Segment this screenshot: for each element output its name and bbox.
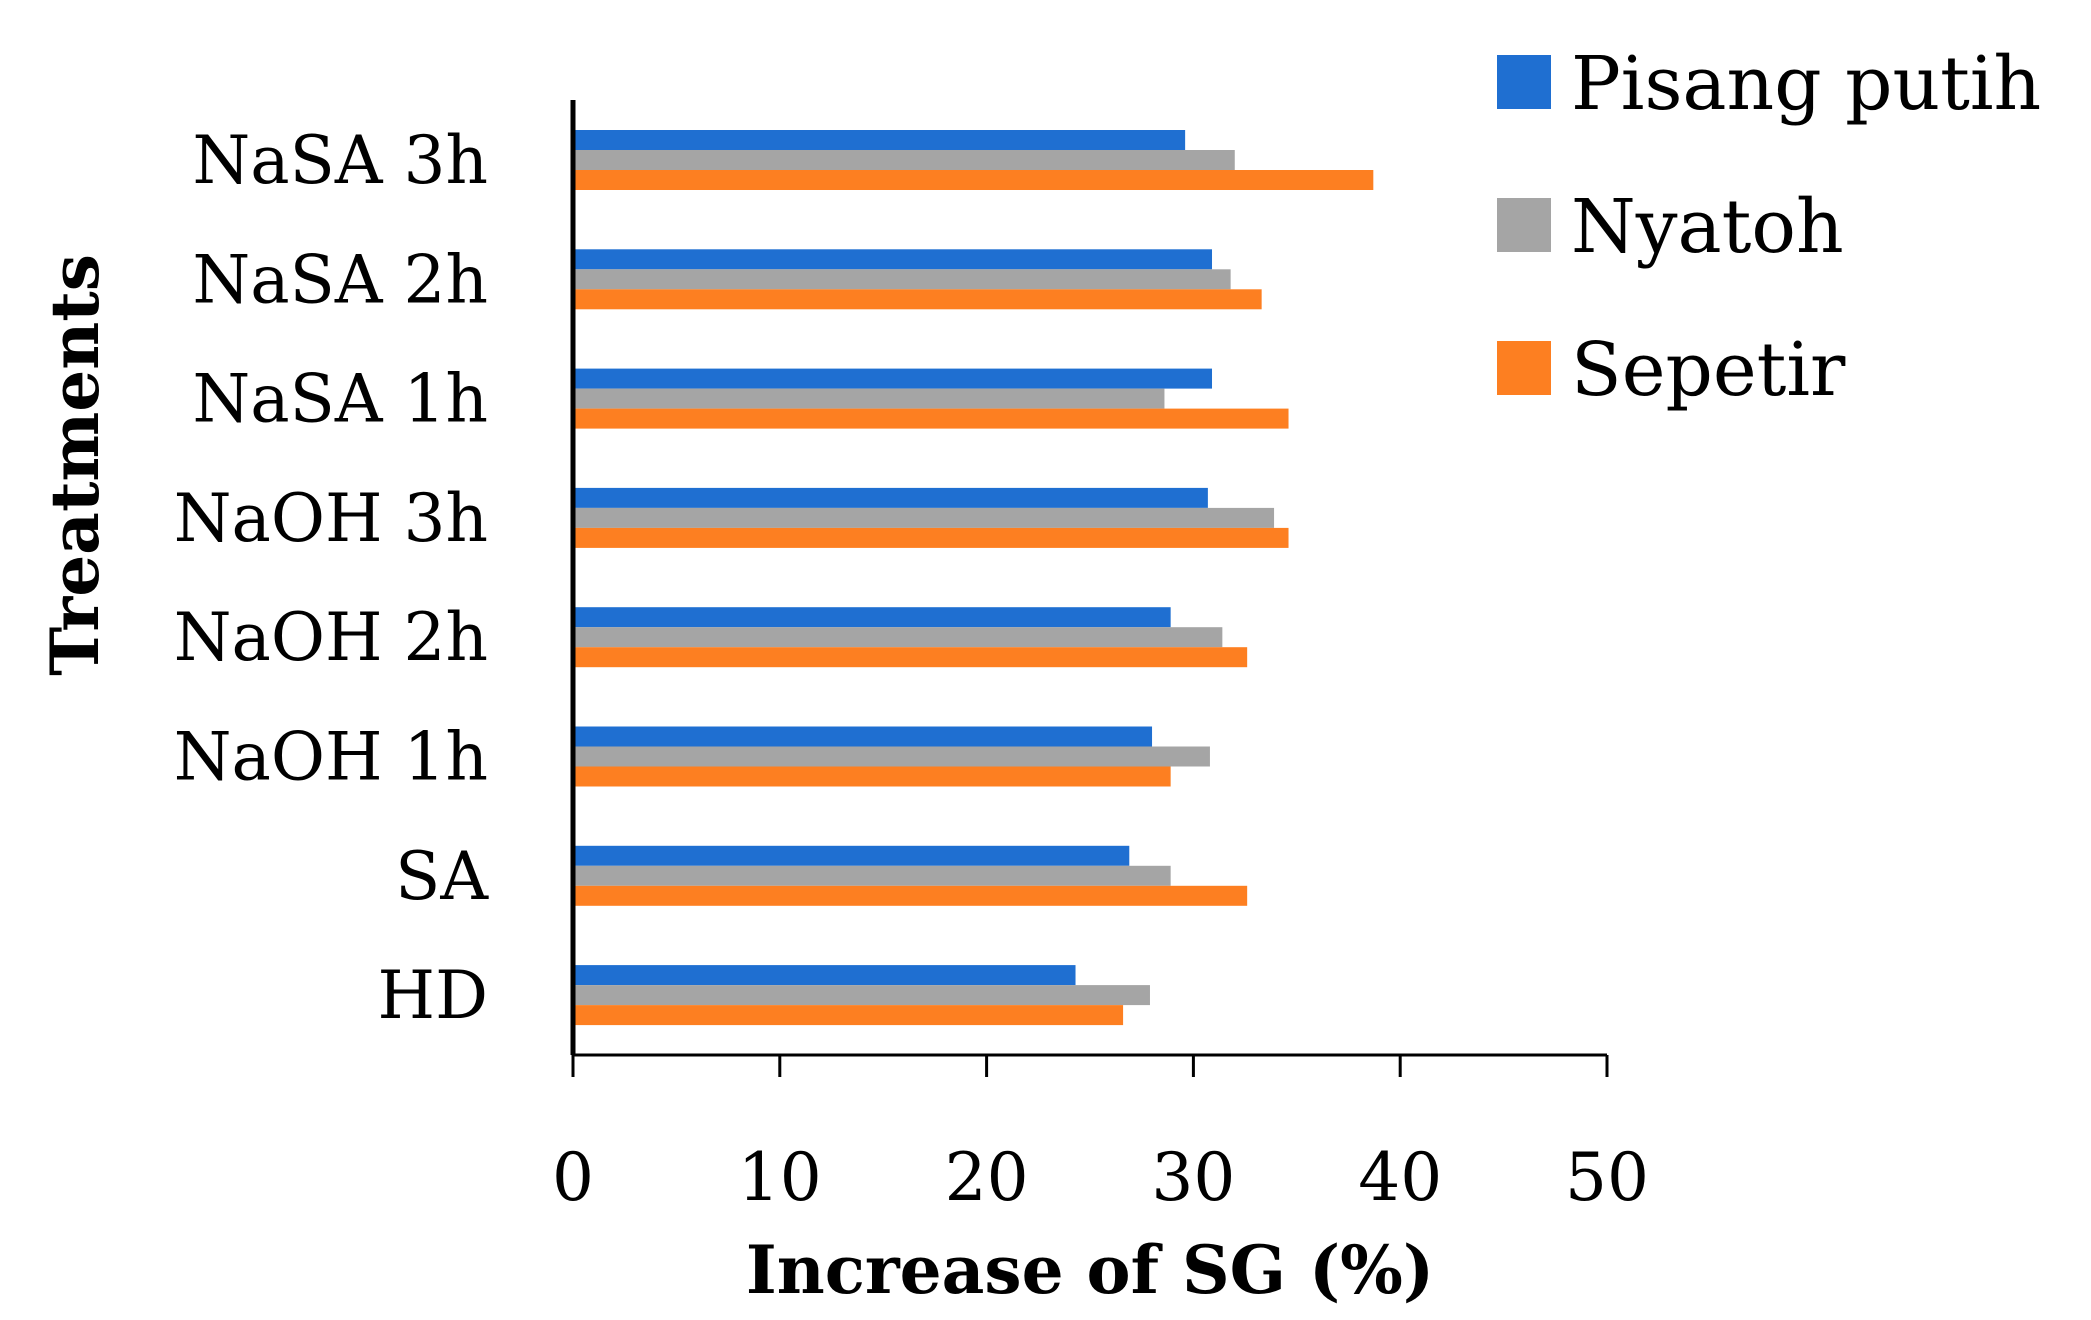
bar-pisang-putih-sa — [573, 845, 1130, 866]
y-tick-label: NaOH 1h — [174, 719, 488, 796]
bar-sepetir-sa — [573, 885, 1248, 906]
legend-swatch — [1497, 55, 1551, 109]
bar-sepetir-nasa-1h — [573, 408, 1289, 429]
bar-pisang-putih-naoh-1h — [573, 726, 1153, 747]
y-tick-label: NaOH 2h — [174, 599, 488, 676]
axes-layer — [570, 100, 1607, 1057]
bar-nyatoh-naoh-2h — [573, 627, 1223, 648]
y-tick-label: NaSA 3h — [193, 122, 488, 199]
legend-label: Pisang putih — [1571, 41, 2041, 127]
x-ticks: 0 10 20 30 40 50 — [552, 1055, 1649, 1216]
bar-sepetir-hd — [573, 1005, 1124, 1026]
y-tick-label: SA — [395, 838, 489, 915]
x-tick-label: 0 — [552, 1139, 594, 1216]
bar-pisang-putih-nasa-3h — [573, 130, 1186, 150]
legend: Pisang putih Nyatoh Sepetir — [1497, 41, 2041, 413]
y-tick-label: NaSA 2h — [193, 241, 488, 318]
bar-nyatoh-nasa-3h — [573, 150, 1235, 170]
bar-sepetir-nasa-3h — [573, 170, 1374, 190]
y-tick-label: NaSA 1h — [193, 361, 488, 438]
bar-sepetir-naoh-2h — [573, 647, 1248, 668]
bar-nyatoh-nasa-1h — [573, 388, 1165, 409]
bar-sepetir-naoh-1h — [573, 766, 1171, 787]
bar-nyatoh-hd — [573, 985, 1150, 1006]
bars-layer — [573, 130, 1374, 1026]
bar-pisang-putih-nasa-1h — [573, 368, 1213, 389]
bar-pisang-putih-naoh-2h — [573, 607, 1171, 628]
legend-label: Sepetir — [1571, 327, 1846, 413]
bar-sepetir-nasa-2h — [573, 289, 1262, 310]
x-tick-label: 20 — [945, 1139, 1029, 1216]
y-tick-labels: NaSA 3h NaSA 2h NaSA 1h NaOH 3h NaOH 2h NaOH … — [174, 122, 490, 1034]
bar-nyatoh-naoh-1h — [573, 746, 1210, 767]
y-tick-label: HD — [378, 957, 488, 1034]
bar-nyatoh-naoh-3h — [573, 507, 1275, 528]
x-tick-label: 50 — [1565, 1139, 1649, 1216]
legend-swatch — [1497, 341, 1551, 395]
x-tick-label: 30 — [1151, 1139, 1235, 1216]
bar-pisang-putih-hd — [573, 965, 1076, 986]
y-tick-label: NaOH 3h — [174, 480, 488, 557]
legend-label: Nyatoh — [1571, 184, 1844, 270]
y-axis-title: Treatments — [36, 254, 114, 676]
bar-sepetir-naoh-3h — [573, 527, 1289, 548]
bar-nyatoh-sa — [573, 865, 1171, 886]
x-tick-label: 40 — [1358, 1139, 1442, 1216]
bar-pisang-putih-nasa-2h — [573, 249, 1213, 270]
bar-pisang-putih-naoh-3h — [573, 487, 1208, 508]
legend-swatch — [1497, 198, 1551, 252]
bar-nyatoh-nasa-2h — [573, 269, 1231, 290]
x-axis-title: Increase of SG (%) — [746, 1231, 1434, 1309]
x-tick-label: 10 — [738, 1139, 822, 1216]
